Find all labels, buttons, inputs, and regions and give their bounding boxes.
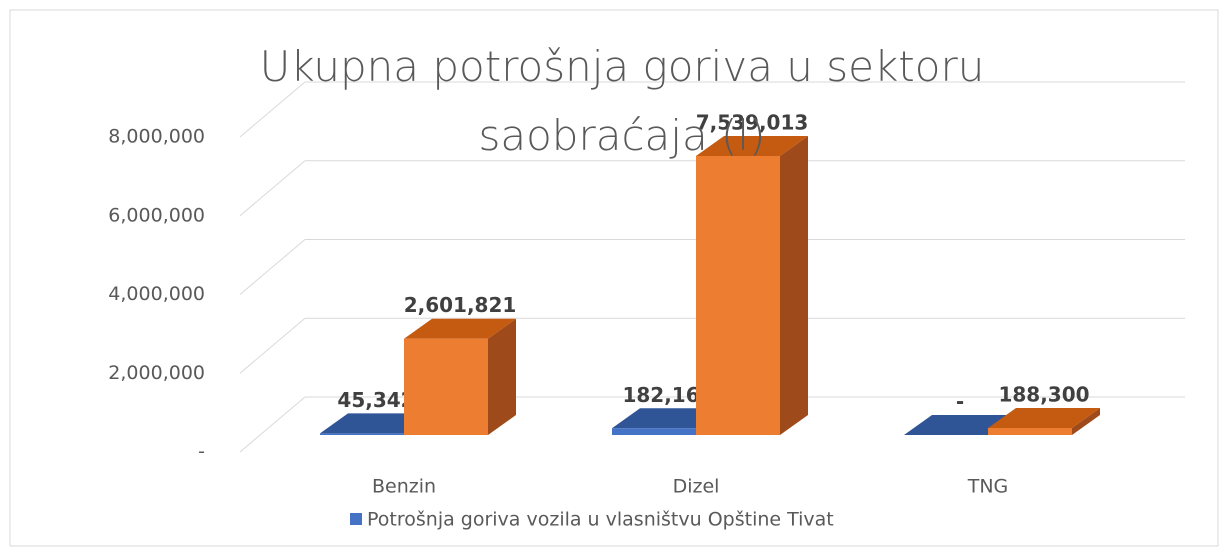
y-tick-label: - [198, 441, 205, 463]
x-tick-label: Dizel [673, 476, 720, 498]
bar-front [612, 428, 696, 435]
bar-side [780, 136, 808, 435]
x-tick-label: Benzin [372, 476, 436, 498]
bar-front [404, 338, 488, 435]
chart-title: Ukupna potrošnja goriva u sektoru saobra… [259, 42, 985, 160]
bar-top [988, 408, 1100, 429]
grid-line [239, 160, 306, 217]
bar [404, 318, 516, 435]
data-label: 2,601,821 [404, 293, 517, 317]
grid-line [239, 81, 306, 138]
grid-line [239, 317, 306, 374]
bar-front [988, 428, 1072, 435]
data-label: 188,300 [998, 383, 1089, 407]
y-tick-label: 8,000,000 [108, 126, 205, 148]
bar [696, 136, 808, 435]
y-tick-label: 4,000,000 [108, 283, 205, 305]
y-tick-label: 2,000,000 [108, 362, 205, 384]
grid-line [239, 396, 306, 453]
legend-swatch [350, 513, 362, 525]
bar-side [1072, 408, 1100, 435]
bar-top [696, 136, 808, 157]
bar-front [320, 433, 404, 435]
data-label: 45,342 [337, 388, 414, 412]
bar-top [404, 318, 516, 339]
x-tick-label: TNG [967, 476, 1009, 498]
chart-border [9, 9, 1219, 547]
data-label: 7,539,013 [696, 111, 809, 135]
y-tick-label: 6,000,000 [108, 204, 205, 226]
legend-label: Potrošnja goriva vozila u vlasništvu Opš… [367, 509, 834, 531]
grid-line [239, 239, 306, 295]
bar [988, 408, 1100, 435]
data-label: - [956, 390, 964, 414]
bar-front [696, 156, 780, 435]
bar-side [488, 318, 516, 435]
